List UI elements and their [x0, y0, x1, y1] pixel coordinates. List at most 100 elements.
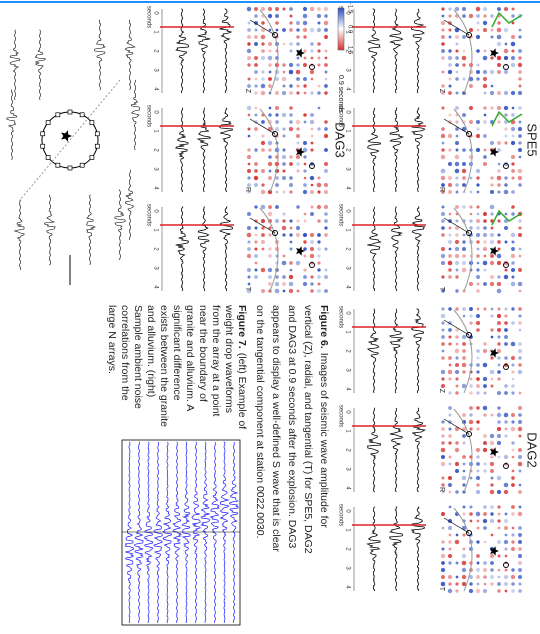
amplitude-dot: [448, 575, 452, 579]
amplitude-dot: [519, 329, 522, 332]
amplitude-dot: [455, 349, 459, 353]
amplitude-dot: [476, 289, 480, 293]
amplitude-dot: [254, 63, 258, 67]
amplitude-dot: [441, 575, 445, 579]
amplitude-dot: [518, 134, 522, 138]
amplitude-dot: [324, 35, 328, 39]
amplitude-dot: [268, 254, 272, 258]
amplitude-dot: [310, 233, 314, 237]
amplitude-dot: [289, 289, 293, 293]
amplitude-dot: [490, 561, 494, 565]
amplitude-dot: [504, 356, 508, 360]
amplitude-dot: [448, 377, 451, 380]
amplitude-dot: [497, 35, 502, 40]
amplitude-dot: [261, 42, 264, 45]
amplitude-dot: [497, 56, 502, 61]
caption-line: exists between the granite: [158, 305, 170, 427]
amplitude-dot: [463, 470, 466, 473]
amplitude-dot: [490, 14, 494, 18]
amplitude-dot: [254, 70, 258, 74]
amplitude-dot: [497, 476, 502, 481]
caption-text: Images of seismic wave amplitude for: [318, 353, 330, 529]
amplitude-dot: [470, 378, 473, 381]
amplitude-dot: [317, 7, 321, 11]
amplitude-dot: [511, 540, 514, 543]
amplitude-dot: [490, 370, 495, 375]
amplitude-dot: [476, 406, 479, 409]
amplitude-dot: [441, 56, 444, 59]
amplitude-dot: [296, 70, 300, 74]
amplitude-dot: [317, 91, 321, 95]
amplitude-dot: [511, 63, 515, 67]
amplitude-dot: [448, 307, 451, 310]
amplitude-dot: [449, 213, 452, 216]
amplitude-dot: [504, 335, 508, 339]
amplitude-dot: [484, 463, 487, 466]
amplitude-dot: [283, 290, 286, 293]
amplitude-dot: [505, 534, 508, 537]
amplitude-dot: [469, 84, 473, 88]
amplitude-dot: [476, 455, 479, 458]
amplitude-dot: [476, 219, 480, 223]
amplitude-dot: [504, 314, 507, 317]
amplitude-dot: [324, 84, 328, 88]
amplitude-dot: [477, 520, 480, 523]
amplitude-dot: [448, 162, 452, 166]
amplitude-dot: [455, 233, 458, 236]
amplitude-dot: [519, 392, 522, 395]
amplitude-dot: [247, 127, 250, 130]
amplitude-dot: [484, 541, 487, 544]
amplitude-dot: [476, 462, 480, 466]
amplitude-dot: [518, 434, 521, 437]
amplitude-dot: [476, 176, 479, 179]
amplitude-dot: [448, 35, 451, 38]
caption-line: and alluvium. (right): [145, 305, 157, 397]
caption-label: Figure 6.: [318, 305, 330, 349]
amplitude-dot: [310, 70, 314, 74]
amplitude-dot: [310, 247, 314, 251]
amplitude-dot: [497, 540, 501, 544]
amplitude-dot: [476, 35, 480, 39]
amplitude-dot: [455, 240, 459, 244]
amplitude-dot: [490, 328, 493, 331]
amplitude-dot: [504, 268, 507, 271]
amplitude-dot: [483, 469, 486, 472]
amplitude-dot: [261, 134, 264, 137]
amplitude-dot: [477, 357, 480, 360]
amplitude-dot: [441, 7, 444, 10]
amplitude-dot: [247, 148, 250, 151]
amplitude-dot: [497, 176, 502, 181]
amplitude-dot: [296, 169, 299, 172]
amplitude-dot: [448, 268, 452, 272]
amplitude-dot: [483, 434, 487, 438]
amplitude-dot: [442, 329, 445, 332]
amplitude-dot: [462, 63, 465, 66]
amplitude-dot: [317, 254, 320, 257]
amplitude-dot: [296, 127, 299, 130]
amplitude-dot: [296, 226, 300, 230]
amplitude-dot: [441, 314, 446, 319]
station-box: [90, 121, 94, 125]
amplitude-dot: [247, 275, 250, 278]
amplitude-dot: [455, 370, 459, 374]
amplitude-dot: [455, 391, 458, 394]
amplitude-dot: [441, 434, 444, 437]
axis-label: seconds: [145, 6, 151, 28]
amplitude-dot: [455, 377, 458, 380]
amplitude-dot: [442, 350, 445, 353]
amplitude-dot: [512, 276, 515, 279]
amplitude-dot: [296, 42, 300, 46]
amplitude-dot: [512, 107, 515, 110]
amplitude-dot: [247, 247, 251, 251]
station-box: [46, 155, 50, 159]
amplitude-dot: [483, 219, 487, 223]
amplitude-dot: [289, 176, 292, 179]
amplitude-dot: [449, 463, 452, 466]
amplitude-dot: [254, 127, 258, 131]
amplitude-dot: [448, 261, 453, 266]
component-label: R: [438, 487, 445, 492]
amplitude-dot: [519, 470, 522, 473]
amplitude-dot: [477, 308, 480, 311]
amplitude-dot: [518, 540, 522, 544]
component-label: T: [244, 287, 251, 292]
